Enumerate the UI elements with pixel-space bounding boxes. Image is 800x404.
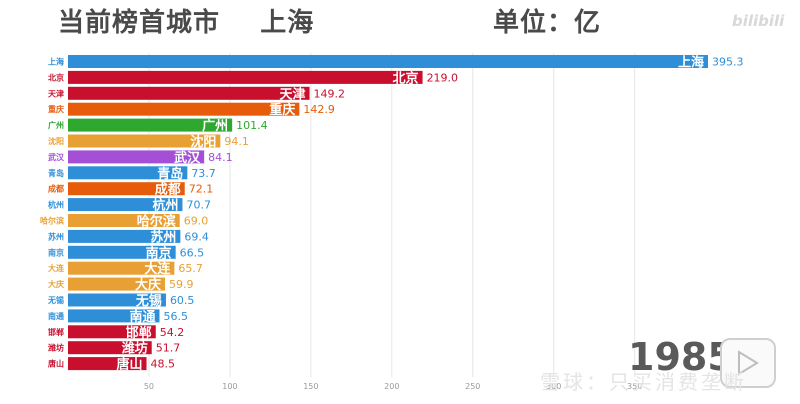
category-label: 武汉: [48, 152, 65, 162]
value-label: 94.1: [224, 135, 249, 148]
value-label: 101.4: [236, 119, 268, 132]
year-label: 1985: [628, 335, 734, 379]
bar: [68, 245, 176, 259]
bar: [68, 214, 180, 227]
bar: [68, 325, 156, 339]
bar: [68, 341, 152, 355]
bar: [68, 70, 423, 84]
value-label: 56.5: [163, 310, 188, 323]
value-label: 51.7: [156, 342, 181, 355]
category-label: 广州: [48, 120, 64, 130]
bar: [68, 293, 166, 307]
category-label: 哈尔滨: [40, 216, 64, 226]
x-tick-label: 100: [222, 382, 237, 391]
bar-inner-label: 南京: [146, 245, 172, 261]
category-label: 青岛: [48, 168, 64, 178]
bar-inner-label: 北京: [393, 70, 419, 86]
category-label: 杭州: [48, 200, 64, 210]
bar-inner-label: 天津: [280, 86, 306, 102]
category-label: 潍坊: [48, 343, 64, 353]
value-label: 59.9: [169, 278, 194, 291]
x-tick-label: 200: [384, 382, 399, 391]
value-label: 54.2: [160, 326, 185, 339]
x-tick-label: 250: [465, 382, 480, 391]
value-label: 60.5: [170, 294, 195, 307]
category-label: 南京: [48, 247, 64, 257]
chart-title: 当前榜首城市 上海: [58, 8, 315, 38]
play-icon: [738, 350, 759, 376]
category-label: 天津: [48, 88, 64, 98]
bar: [68, 277, 165, 291]
bar: [68, 102, 300, 116]
category-label: 上海: [48, 57, 64, 67]
bar-inner-label: 上海: [678, 55, 704, 71]
value-label: 69.4: [184, 230, 209, 243]
bar-inner-label: 武汉: [174, 150, 201, 166]
x-tick-label: 150: [303, 382, 318, 391]
watermark: 雪球：只买消费垄断: [540, 370, 747, 394]
bar-inner-label: 南通: [129, 309, 155, 325]
bar-inner-label: 重庆: [269, 102, 295, 118]
bar: [68, 150, 205, 164]
value-label: 142.9: [303, 103, 335, 116]
value-label: 219.0: [427, 71, 459, 84]
bar: [68, 261, 175, 275]
value-label: 69.0: [184, 215, 209, 228]
value-label: 72.1: [189, 183, 214, 196]
bar: [68, 229, 181, 243]
x-tick-label: 350: [627, 382, 642, 391]
bar-inner-label: 广州: [202, 118, 228, 134]
category-label: 重庆: [48, 104, 64, 114]
category-label: 苏州: [48, 231, 64, 241]
bar: [68, 86, 310, 100]
value-label: 65.7: [178, 262, 203, 275]
category-label: 南通: [48, 311, 64, 321]
x-tick-label: 300: [546, 382, 561, 391]
value-label: 395.3: [712, 56, 744, 69]
play-button[interactable]: [720, 338, 776, 388]
category-label: 唐山: [48, 359, 64, 369]
bar: [68, 357, 147, 371]
bar-inner-label: 沈阳: [190, 134, 216, 150]
bar-inner-label: 成都: [155, 182, 181, 198]
bar: [68, 118, 233, 132]
category-label: 大连: [48, 263, 65, 273]
category-label: 无锡: [47, 295, 64, 305]
value-label: 70.7: [186, 199, 211, 212]
bar-inner-label: 大庆: [135, 277, 161, 293]
bar: [68, 166, 188, 180]
bar-inner-label: 无锡: [135, 293, 162, 309]
bar-inner-label: 杭州: [152, 198, 178, 214]
bar-inner-label: 青岛: [157, 166, 183, 182]
x-tick-label: 50: [144, 382, 154, 391]
value-label: 48.5: [151, 358, 176, 371]
bar-inner-label: 潍坊: [122, 341, 148, 357]
category-label: 邯郸: [48, 327, 64, 337]
category-label: 北京: [48, 72, 64, 82]
category-label: 沈阳: [48, 136, 64, 146]
bar-inner-label: 哈尔滨: [137, 214, 176, 230]
bar-inner-label: 大连: [144, 261, 171, 277]
bilibili-logo: bilibili: [732, 12, 785, 30]
value-label: 84.1: [208, 151, 233, 164]
category-label: 大庆: [48, 279, 64, 289]
bar: [68, 198, 183, 212]
category-label: 成都: [48, 184, 64, 194]
bar-inner-label: 邯郸: [126, 325, 152, 341]
value-label: 66.5: [180, 246, 205, 259]
bar-inner-label: 苏州: [150, 229, 176, 245]
bar: [68, 309, 160, 323]
value-label: 149.2: [314, 87, 346, 100]
bar: [68, 182, 185, 196]
bar: [68, 134, 221, 148]
value-label: 73.7: [191, 167, 216, 180]
bar-inner-label: 唐山: [117, 357, 143, 373]
unit-label: 单位：亿: [493, 8, 602, 38]
bar: [68, 55, 708, 68]
